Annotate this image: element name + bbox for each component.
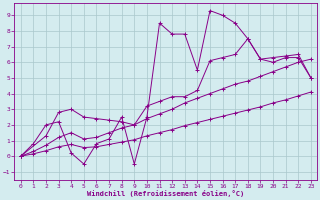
X-axis label: Windchill (Refroidissement éolien,°C): Windchill (Refroidissement éolien,°C)	[87, 190, 244, 197]
